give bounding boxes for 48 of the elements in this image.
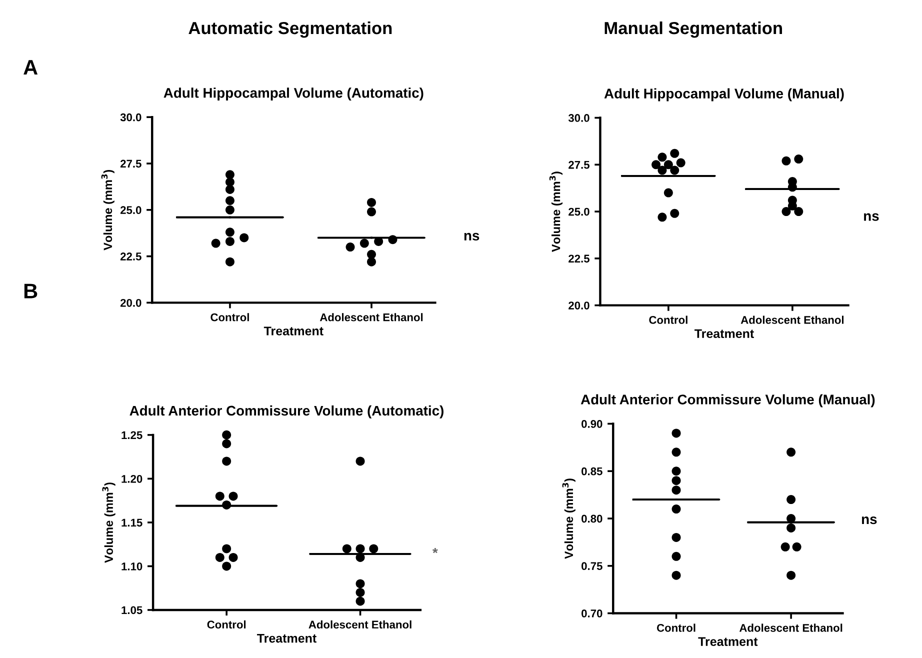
y-tick-label: 20.0 bbox=[568, 302, 590, 310]
text: ns bbox=[864, 213, 879, 221]
y-tick-label: 20.0 bbox=[120, 298, 142, 307]
chart-title: Adult Anterior Commissure Volume (Manual) bbox=[580, 394, 875, 408]
x-tick-label: Adolescent Ethanol bbox=[320, 313, 423, 322]
text: Automatic Segmentation bbox=[188, 21, 392, 38]
y-tick-label: 1.05 bbox=[122, 606, 142, 614]
text: B bbox=[24, 284, 38, 298]
chart-title: Adult Hippocampal Volume (Automatic) bbox=[164, 88, 424, 101]
y-tick-label: 22.5 bbox=[568, 254, 590, 263]
x-tick-label: Control bbox=[207, 620, 246, 629]
chart-title: Adult Anterior Commissure Volume (Automatic) bbox=[130, 405, 444, 418]
x-axis-title: Treatment bbox=[694, 329, 754, 338]
text: Manual Segmentation bbox=[604, 21, 782, 38]
y-tick-label: 25.0 bbox=[120, 206, 142, 214]
text: ns bbox=[464, 232, 480, 241]
y-tick-label: 0.70 bbox=[582, 610, 602, 618]
y-axis-title: Volume (mm$^{3}$) bbox=[102, 482, 116, 563]
y-tick-label: 0.85 bbox=[582, 467, 602, 476]
x-tick-label: Adolescent Ethanol bbox=[739, 624, 842, 632]
y-tick-label: 30.0 bbox=[120, 113, 142, 122]
text: * bbox=[432, 548, 438, 554]
y-tick-label: 1.15 bbox=[122, 518, 142, 527]
y-tick-label: 1.10 bbox=[122, 562, 142, 570]
x-tick-label: Adolescent Ethanol bbox=[308, 620, 412, 629]
y-tick-label: 22.5 bbox=[120, 252, 142, 260]
y-tick-label: 0.80 bbox=[582, 514, 602, 523]
x-tick-label: Control bbox=[210, 313, 249, 322]
x-tick-label: Control bbox=[656, 624, 696, 632]
y-axis-title: Volume (mm$^{3}$) bbox=[101, 170, 114, 250]
y-tick-label: 30.0 bbox=[568, 114, 590, 122]
x-tick-label: Control bbox=[649, 316, 688, 324]
text: ns bbox=[862, 516, 877, 524]
y-tick-label: 0.90 bbox=[582, 420, 602, 428]
y-tick-label: 1.25 bbox=[122, 431, 142, 440]
y-axis-title: Volume (mm$^{3}$) bbox=[549, 172, 563, 252]
y-tick-label: 1.20 bbox=[122, 474, 142, 483]
y-tick-label: 0.75 bbox=[582, 562, 602, 570]
x-tick-label: Adolescent Ethanol bbox=[740, 316, 844, 324]
text: A bbox=[24, 60, 38, 74]
y-axis-title: Volume (mm$^{3}$) bbox=[562, 478, 576, 559]
x-axis-title: Treatment bbox=[257, 634, 316, 643]
chart-title: Adult Hippocampal Volume (Manual) bbox=[604, 88, 844, 102]
y-tick-label: 27.5 bbox=[120, 160, 142, 168]
x-axis-title: Treatment bbox=[264, 326, 324, 336]
x-axis-title: Treatment bbox=[698, 637, 758, 646]
y-tick-label: 25.0 bbox=[568, 208, 590, 216]
y-tick-label: 27.5 bbox=[568, 160, 590, 169]
